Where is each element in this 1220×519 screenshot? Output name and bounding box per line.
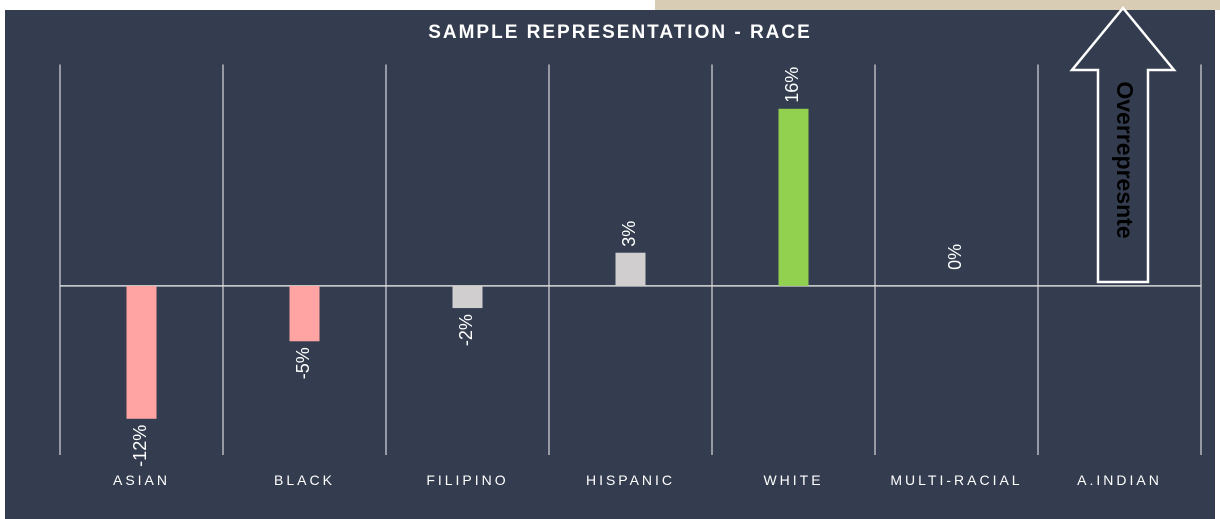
value-label: -2% [456, 314, 476, 346]
bar [289, 285, 320, 342]
x-tick-label: WHITE [763, 472, 824, 488]
value-label: 16% [782, 67, 802, 103]
plot-area: -12% -5% -2% 3% 16% 0% [59, 64, 1202, 467]
x-tick-label: BLACK [274, 472, 335, 488]
x-tick-label: HISPANIC [585, 472, 676, 488]
bar [126, 285, 157, 419]
x-tick-label: MULTI-RACIAL [890, 472, 1023, 488]
annotation: Overrepresnte [1112, 81, 1138, 238]
value-label: 3% [619, 221, 639, 247]
arrow [1069, 6, 1177, 284]
x-tick-label: ASIAN [112, 472, 170, 488]
arrow-annotation: Overrepresnte [1069, 6, 1177, 284]
value-label: -12% [130, 425, 150, 467]
bar [778, 108, 809, 286]
value-label: -5% [293, 347, 313, 379]
x-tick-label: A.INDIAN [1077, 472, 1162, 488]
plot-background [5, 10, 1215, 519]
x-tick-label: FILIPINO [426, 472, 509, 488]
top-strip [655, 0, 1220, 10]
chart-title: SAMPLE REPRESENTATION - RACE [428, 22, 812, 43]
value-label: 0% [945, 244, 965, 270]
bar [615, 252, 646, 286]
bar [452, 285, 483, 309]
